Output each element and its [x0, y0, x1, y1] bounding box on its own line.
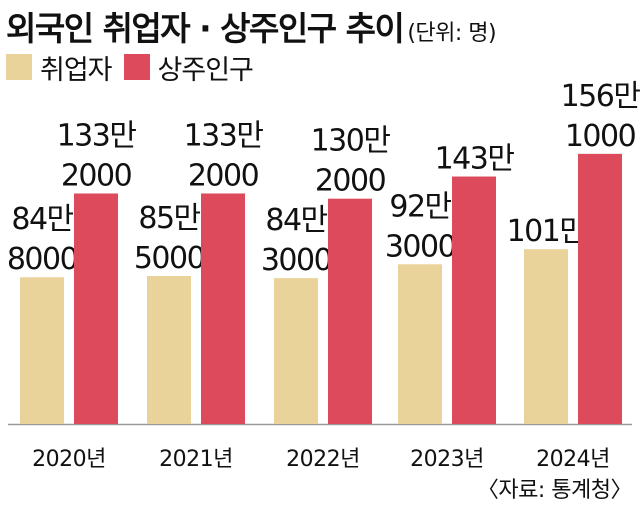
legend-swatch-resident [123, 54, 150, 80]
bar-resident-2022년 [328, 198, 372, 424]
data-label-employed-2024년-1: 101만 [507, 214, 587, 249]
data-label-resident-2021년-2: 2000 [188, 158, 259, 193]
data-label-resident-2021년-1: 133만 [184, 118, 264, 153]
data-label-employed-2022년-2: 3000 [261, 243, 332, 278]
data-label-resident-2024년-1: 156만 [561, 79, 640, 114]
bar-employed-2023년 [398, 264, 442, 424]
chart-title-block: 외국인 취업자 · 상주인구 추이 (단위: 명) [6, 2, 497, 50]
x-tick-label-2022년: 2022년 [286, 447, 360, 472]
bar-employed-2022년 [274, 278, 318, 424]
legend-label-employed: 취업자 [40, 54, 113, 86]
x-tick-label-2020년: 2020년 [32, 447, 106, 472]
data-label-employed-2020년-1: 84만 [11, 202, 73, 237]
data-label-employed-2020년-2: 8000 [7, 242, 78, 277]
data-label-resident-2020년-2: 2000 [61, 158, 132, 193]
data-label-employed-2022년-1: 84만 [265, 203, 327, 238]
bar-employed-2020년 [20, 277, 64, 424]
x-tick-label-2024년: 2024년 [536, 447, 610, 472]
data-label-employed-2023년-2: 3000 [385, 229, 456, 264]
data-label-employed-2021년-1: 85만 [138, 201, 200, 236]
legend-item-employed: 취업자 [6, 48, 113, 87]
data-label-employed-2023년-1: 92만 [389, 189, 451, 224]
legend-item-resident: 상주인구 [123, 48, 254, 87]
source-note: 〈자료: 통계청〉 [476, 478, 633, 503]
data-label-resident-2024년-2: 1000 [565, 119, 636, 154]
x-tick-label-2021년: 2021년 [159, 447, 233, 472]
bar-employed-2021년 [147, 276, 191, 424]
bar-resident-2024년 [578, 153, 622, 424]
legend-label-resident: 상주인구 [157, 54, 254, 86]
unit-note: (단위: 명) [407, 21, 497, 46]
legend: 취업자 상주인구 [6, 48, 254, 87]
chart-title: 외국인 취업자 · 상주인구 추이 [6, 9, 405, 48]
bar-employed-2024년 [524, 249, 568, 424]
data-label-resident-2022년-1: 130만 [311, 124, 391, 159]
bar-resident-2023년 [452, 176, 496, 424]
data-label-resident-2020년-1: 133만 [57, 118, 137, 153]
data-label-resident-2022년-2: 2000 [315, 164, 386, 199]
x-tick-label-2023년: 2023년 [410, 447, 484, 472]
data-label-employed-2021년-2: 5000 [134, 241, 205, 276]
bar-resident-2020년 [74, 193, 118, 424]
data-label-resident-2023년-1: 143만 [435, 142, 515, 177]
bar-resident-2021년 [201, 193, 245, 424]
legend-swatch-employed [6, 54, 32, 80]
